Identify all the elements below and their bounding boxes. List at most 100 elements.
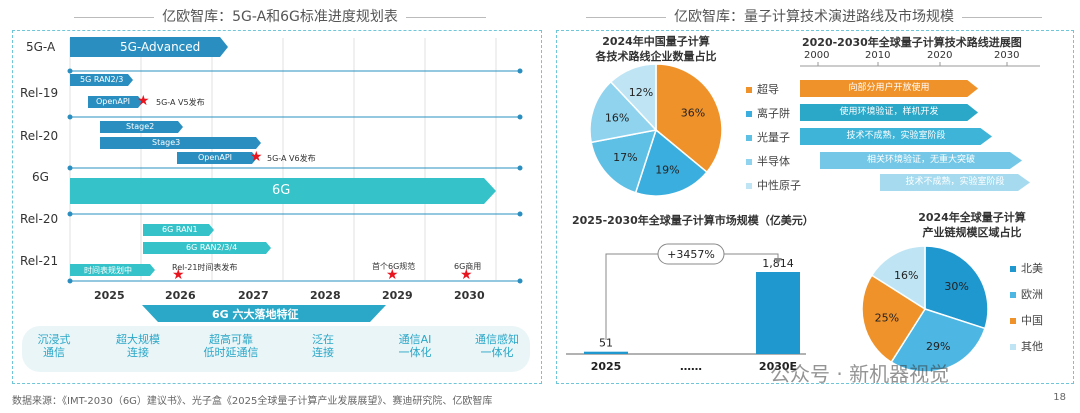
- feature-item: 沉浸式 通信: [37, 333, 71, 359]
- year-label: 2026: [165, 289, 196, 302]
- legend-item-3: 其他: [1010, 338, 1043, 354]
- bar-openapi-2: [177, 152, 257, 164]
- bar-openapi-1: [88, 96, 143, 108]
- pie-slice-3: [589, 80, 658, 144]
- growth-badge: [657, 243, 725, 265]
- bar-6g: [70, 178, 496, 204]
- bar-label: Stage3: [152, 138, 181, 147]
- star-icon: ★: [172, 267, 185, 283]
- year-label: 2029: [382, 289, 413, 302]
- legend-label: 欧洲: [1021, 288, 1043, 301]
- bar-label: OpenAPI: [96, 97, 131, 106]
- legend-item-0: 北美: [1010, 260, 1043, 276]
- year-label: 2025: [94, 289, 125, 302]
- milestone-label: 5G-A V6发布: [267, 154, 316, 163]
- bar-2: [756, 272, 800, 354]
- legend-label: 离子阱: [757, 107, 790, 120]
- right-panel-title: 亿欧智库：量子计算技术演进路线及市场规模: [556, 6, 1072, 26]
- bar-label: 5G RAN2/3: [80, 75, 124, 84]
- row-label-rel20: Rel-20: [20, 129, 59, 143]
- pie-value-label-2: 17%: [613, 151, 637, 164]
- legend-item-2: 光量子: [746, 129, 790, 145]
- pie-slice-4: [609, 63, 657, 132]
- legend-item-1: 欧洲: [1010, 286, 1043, 302]
- pie1-title: 2024年中国量子计算 各技术路线企业数量占比: [595, 35, 717, 63]
- legend-label: 其他: [1021, 340, 1043, 353]
- pie-slice-0: [655, 63, 723, 174]
- legend-swatch: [746, 135, 752, 141]
- roadmap-year: 2030: [994, 50, 1020, 61]
- pie-value-label-2: 25%: [875, 312, 899, 325]
- feature-item: 通信感知 一体化: [475, 333, 519, 359]
- legend-label: 中性原子: [757, 179, 801, 192]
- row-label-rel19: Rel-19: [20, 86, 59, 100]
- legend-swatch: [746, 111, 752, 117]
- row-label-6g: 6G: [32, 170, 49, 184]
- features-arrow: [142, 305, 386, 322]
- legend-item-0: 超导: [746, 81, 779, 97]
- feature-item: 超大规模 连接: [116, 333, 160, 359]
- bar-rel21-plan: [70, 264, 155, 276]
- pie2-chart: 30% 29% 25% 16%: [861, 245, 989, 373]
- arrowhead-icon: [774, 258, 782, 264]
- legend-item-1: 离子阱: [746, 105, 790, 121]
- legend-label: 超导: [757, 83, 779, 96]
- bar-label: Stage2: [126, 122, 155, 131]
- bar-label: 时间表规划中: [84, 266, 132, 275]
- star-icon: ★: [460, 267, 473, 283]
- legend-item-2: 中国: [1010, 312, 1043, 328]
- year-label: 2028: [310, 289, 341, 302]
- bar-stage3: [100, 137, 261, 149]
- features-band: [22, 326, 530, 372]
- pie-slice-2: [590, 129, 658, 194]
- legend-label: 北美: [1021, 262, 1043, 275]
- bar-label: 6G RAN2/3/4: [186, 243, 238, 252]
- bar-label: 5G-Advanced: [120, 40, 201, 54]
- pie-value-label-3: 16%: [894, 269, 918, 282]
- legend-label: 光量子: [757, 131, 790, 144]
- pie-value-label-1: 19%: [655, 163, 679, 176]
- left-panel-title: 亿欧智库：5G-A和6G标准进度规划表: [20, 6, 540, 26]
- bar-value-label-0: 51: [599, 337, 613, 350]
- pie-slice-1: [890, 308, 986, 373]
- bar-label: 6G RAN1: [162, 225, 198, 234]
- roadmap-title: 2020-2030年全球量子计算技术路线进展图: [802, 36, 1022, 49]
- star-icon: ★: [250, 149, 263, 165]
- pie-value-label-3: 16%: [605, 111, 629, 124]
- roadmap-year: 2000: [804, 50, 830, 61]
- bar-category-label-1: ……: [680, 360, 702, 373]
- roadmap-bar-photonic: 技术不成熟，实验室阶段: [800, 128, 992, 145]
- legend-swatch: [746, 87, 752, 93]
- bar-stage2: [100, 121, 183, 133]
- year-label: 2027: [238, 289, 269, 302]
- timeline-panel: [12, 30, 542, 384]
- pie-value-label-1: 29%: [926, 340, 950, 353]
- pie-value-label-0: 36%: [681, 107, 705, 120]
- bar-category-label-0: 2025: [591, 360, 622, 373]
- growth-annotation: +3457%: [667, 248, 715, 261]
- pie-value-label-0: 30%: [944, 280, 968, 293]
- pie1-chart: 36% 19% 17% 16%12%: [589, 63, 723, 197]
- source-footer: 数据来源：《IMT-2030（6G）建议书》、光子盒《2025全球量子计算产业发…: [12, 396, 493, 407]
- feature-item: 通信AI 一体化: [398, 333, 432, 359]
- bar-0: [584, 351, 628, 354]
- legend-item-4: 中性原子: [746, 177, 801, 193]
- bar-category-label-2: 2030E: [759, 360, 797, 373]
- row-label-rel21: Rel-21: [20, 254, 59, 268]
- year-label: 2030: [454, 289, 485, 302]
- bar-chart-title: 2025-2030年全球量子计算市场规模（亿美元）: [572, 214, 814, 227]
- roadmap-bar-semiconductor: 相关环境验证，无重大突破: [820, 152, 1022, 169]
- milestone-label: Rel-21时间表发布: [172, 263, 238, 272]
- legend-swatch: [1010, 266, 1016, 272]
- feature-item: 超高可靠 低时延通信: [203, 333, 259, 359]
- pie-slice-2: [861, 274, 927, 364]
- page-number: 18: [1053, 392, 1066, 403]
- pie-value-label-4: 12%: [629, 86, 653, 99]
- growth-connector: [605, 253, 779, 340]
- roadmap-bar-neutralatom: 技术不成熟，实验室阶段: [880, 174, 1030, 191]
- pie-slice-3: [870, 245, 926, 311]
- pie2-title: 2024年全球量子计算 产业链规模区域占比: [918, 211, 1026, 239]
- features-title: 6G 六大落地特征: [212, 308, 299, 321]
